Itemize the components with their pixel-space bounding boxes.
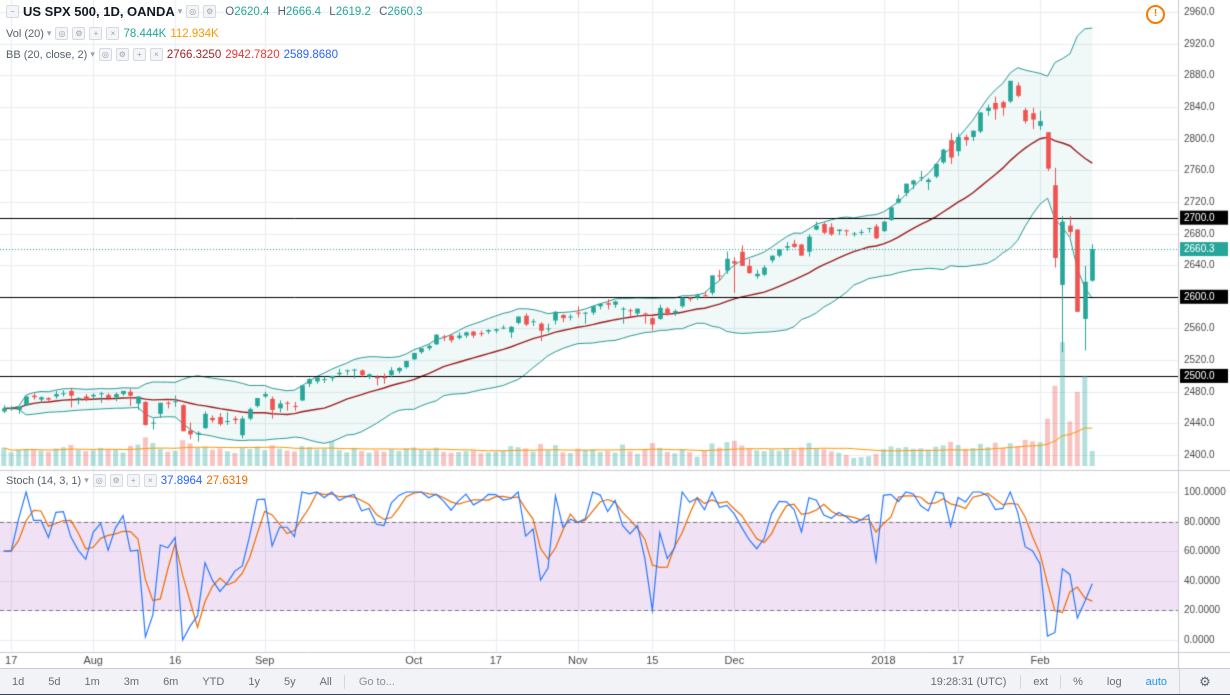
toolbar-divider <box>1020 674 1022 689</box>
percent-scale-toggle[interactable]: % <box>1073 675 1083 688</box>
close-label: C <box>379 5 388 18</box>
volume-ma-value: 112.934K <box>170 27 219 40</box>
bollinger-legend: BB (20, close, 2) ▾ ◎ ⚙ + × 2766.3250 29… <box>6 48 338 61</box>
clock-utc-label[interactable]: 19:28:31 (UTC) <box>930 675 1007 688</box>
volume-legend: Vol (20) ▾ ◎ ⚙ + × 78.444K 112.934K <box>6 27 219 40</box>
chevron-down-icon[interactable]: ▾ <box>177 6 183 16</box>
close-icon[interactable]: × <box>106 27 120 40</box>
chevron-down-icon[interactable]: ▾ <box>90 49 95 59</box>
range-button-3m[interactable]: 3m <box>123 675 140 688</box>
price-chart-canvas[interactable] <box>0 0 1230 668</box>
volume-value: 78.444K <box>123 27 167 40</box>
range-button-5y[interactable]: 5y <box>283 675 296 688</box>
bb-lower-value: 2589.8680 <box>283 48 338 61</box>
visibility-icon[interactable]: ◎ <box>98 48 112 61</box>
log-scale-toggle[interactable]: log <box>1106 675 1122 688</box>
add-icon[interactable]: + <box>89 27 103 40</box>
chevron-down-icon[interactable]: ▾ <box>84 475 89 485</box>
open-value: 2620.4 <box>234 5 270 18</box>
range-button-1y[interactable]: 1y <box>248 675 260 688</box>
symbol-title[interactable]: US SPX 500, 1D, OANDA <box>23 4 175 19</box>
close-value: 2660.3 <box>387 5 423 18</box>
stoch-d-value: 27.6319 <box>206 474 248 487</box>
range-button-ytd[interactable]: YTD <box>202 675 225 688</box>
bb-upper-value: 2942.7820 <box>225 48 280 61</box>
bb-indicator-title[interactable]: BB (20, close, 2) <box>6 48 88 61</box>
range-button-all[interactable]: All <box>319 675 332 688</box>
range-button-5d[interactable]: 5d <box>48 675 61 688</box>
range-button-6m[interactable]: 6m <box>163 675 179 688</box>
toolbar-divider <box>343 674 345 689</box>
main-series-legend: − US SPX 500, 1D, OANDA ▾ ◎ ⚙ O2620.4 H2… <box>6 4 423 19</box>
extended-hours-toggle[interactable]: ext <box>1033 675 1049 688</box>
close-icon[interactable]: × <box>149 48 163 61</box>
alert-icon[interactable]: ! <box>1146 5 1165 24</box>
low-label: L <box>329 5 336 18</box>
chart-area: − US SPX 500, 1D, OANDA ▾ ◎ ⚙ O2620.4 H2… <box>0 0 1230 668</box>
settings-icon[interactable]: ⚙ <box>109 474 123 487</box>
low-value: 2619.2 <box>335 5 371 18</box>
stoch-indicator-title[interactable]: Stoch (14, 3, 1) <box>6 474 82 487</box>
stochastic-legend: Stoch (14, 3, 1) ▾ ◎ ⚙ + × 37.8964 27.63… <box>6 474 248 487</box>
open-label: O <box>225 5 235 18</box>
chart-settings-gear-icon[interactable]: ⚙ <box>1179 669 1230 694</box>
range-button-1m[interactable]: 1m <box>84 675 100 688</box>
visibility-icon[interactable]: ◎ <box>92 474 106 487</box>
auto-scale-toggle[interactable]: auto <box>1145 675 1167 688</box>
visibility-icon[interactable]: ◎ <box>55 27 69 40</box>
high-label: H <box>277 5 286 18</box>
settings-icon[interactable]: ⚙ <box>203 5 217 18</box>
collapse-pane-icon[interactable]: − <box>6 5 19 18</box>
high-value: 2666.4 <box>285 5 322 18</box>
close-icon[interactable]: × <box>143 474 157 487</box>
range-button-1d[interactable]: 1d <box>12 675 25 688</box>
chevron-down-icon[interactable]: ▾ <box>46 28 52 38</box>
visibility-icon[interactable]: ◎ <box>186 5 200 18</box>
bottom-toolbar: 1d 5d 1m 3m 6m YTD 1y 5y All Go to... 19… <box>0 668 1230 695</box>
ohlc-values: O2620.4 H2666.4 L2619.2 C2660.3 <box>220 6 422 18</box>
volume-indicator-title[interactable]: Vol (20) <box>6 27 44 40</box>
bb-basis-value: 2766.3250 <box>166 48 222 61</box>
goto-date-button[interactable]: Go to... <box>358 675 395 688</box>
add-icon[interactable]: + <box>132 48 146 61</box>
settings-icon[interactable]: ⚙ <box>72 27 86 40</box>
add-icon[interactable]: + <box>126 474 140 487</box>
toolbar-divider <box>1060 674 1062 689</box>
settings-icon[interactable]: ⚙ <box>115 48 129 61</box>
stoch-k-value: 37.8964 <box>160 474 203 487</box>
